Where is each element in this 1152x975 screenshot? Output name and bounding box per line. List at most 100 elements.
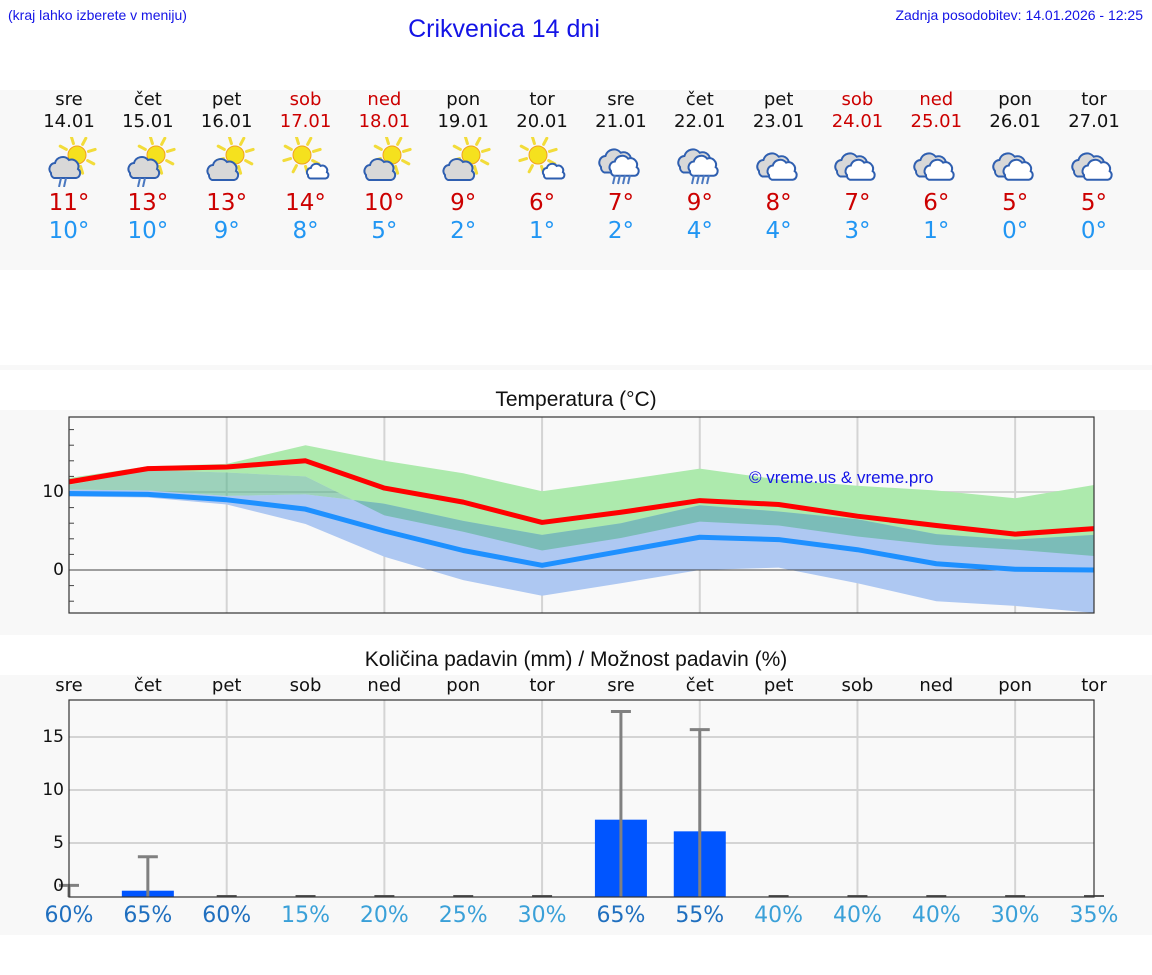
day-name: sob — [289, 89, 322, 110]
forecast-day: pon 19.01 9° 2° — [423, 89, 503, 245]
precip-probability: 65% — [596, 903, 646, 928]
day-date: 18.01 — [358, 111, 411, 132]
forecast-day: pet 16.01 13° 9° — [187, 89, 267, 245]
day-date: 21.01 — [595, 111, 647, 132]
max-temp: 7° — [844, 190, 871, 216]
day-name: tor — [529, 89, 555, 110]
forecast-day: sob 17.01 14° 8° — [266, 89, 346, 245]
min-temp: 4° — [765, 218, 792, 244]
watermark: © vreme.us & vreme.pro — [749, 468, 934, 487]
max-temp: 13° — [206, 190, 248, 216]
cloudy-icon — [755, 152, 798, 181]
precip-day-label: čet — [685, 675, 714, 696]
max-temp: 14° — [285, 190, 326, 216]
min-temp: 3° — [844, 218, 871, 244]
partly-cloudy-icon — [442, 137, 491, 181]
max-temp: 8° — [765, 190, 792, 216]
precip-probability: 40% — [754, 903, 804, 928]
day-date: 17.01 — [279, 111, 332, 132]
cloudy-rain-icon — [677, 148, 719, 185]
precip-probability: 15% — [281, 903, 330, 928]
precip-probability: 40% — [911, 903, 961, 928]
last-updated: Zadnja posodobitev: 14.01.2026 - 12:25 — [895, 7, 1143, 23]
day-date: 22.01 — [674, 111, 726, 132]
page-title: Crikvenica 14 dni — [408, 15, 600, 43]
min-temp: 0° — [1002, 218, 1029, 244]
precip-day-label: tor — [529, 675, 555, 696]
day-date: 24.01 — [831, 111, 884, 132]
mostly-sunny-icon — [281, 137, 329, 180]
min-temp: 10° — [127, 218, 169, 244]
day-date: 27.01 — [1068, 111, 1120, 132]
precip-ytick-5: 5 — [53, 833, 64, 853]
day-date: 16.01 — [200, 111, 253, 132]
forecast-strip — [0, 90, 1152, 270]
partly-cloudy-icon — [363, 137, 413, 181]
min-temp: 9° — [213, 218, 240, 244]
temp-ytick-0: 0 — [53, 560, 64, 580]
day-date: 19.01 — [437, 111, 489, 132]
min-temp: 2° — [450, 218, 477, 244]
day-name: tor — [1081, 89, 1107, 110]
forecast-day: sre 21.01 7° 2° — [581, 89, 661, 245]
max-temp: 11° — [48, 190, 90, 216]
precip-ytick-15: 15 — [42, 727, 64, 747]
day-name: čet — [685, 89, 714, 110]
temp-ytick-10: 10 — [42, 482, 64, 502]
precip-day-label: ned — [367, 675, 402, 696]
day-date: 14.01 — [43, 111, 95, 132]
precip-day-label: čet — [133, 675, 162, 696]
precip-day-label: sob — [289, 675, 322, 696]
precip-probability: 60% — [202, 903, 252, 928]
mostly-sunny-icon — [518, 137, 566, 180]
max-temp: 13° — [127, 190, 169, 216]
min-temp: 4° — [686, 218, 713, 244]
precip-day-label: pet — [211, 675, 242, 696]
max-temp: 5° — [1080, 190, 1108, 216]
cloudy-rain-icon — [598, 148, 640, 185]
location-hint: (kraj lahko izberete v meniju) — [8, 7, 187, 23]
precip-day-label: pet — [763, 675, 794, 696]
min-temp: 2° — [607, 218, 634, 244]
forecast-day: čet 22.01 9° 4° — [660, 89, 740, 245]
max-temp: 10° — [363, 190, 405, 216]
day-name: pon — [998, 89, 1033, 110]
temperature-chart-title: Temperatura (°C) — [495, 388, 657, 411]
precip-day-label: sob — [841, 675, 874, 696]
day-name: ned — [367, 89, 402, 110]
day-name: sob — [841, 89, 874, 110]
day-date: 23.01 — [752, 111, 805, 132]
day-date: 26.01 — [989, 111, 1041, 132]
day-date: 15.01 — [122, 111, 174, 132]
max-temp: 6° — [528, 190, 556, 216]
cloudy-icon — [1071, 152, 1113, 181]
precip-ytick-10: 10 — [42, 780, 64, 800]
day-name: pet — [211, 89, 242, 110]
day-name: pon — [446, 89, 481, 110]
min-temp: 5° — [371, 218, 398, 244]
precip-probability: 30% — [990, 903, 1040, 928]
min-temp: 1° — [923, 218, 950, 244]
precip-chart-title: Količina padavin (mm) / Možnost padavin … — [364, 648, 788, 671]
forecast-day: ned 18.01 10° 5° — [344, 89, 424, 245]
day-date: 20.01 — [516, 111, 568, 132]
min-temp: 10° — [48, 218, 90, 244]
min-temp: 0° — [1080, 218, 1108, 244]
max-temp: 6° — [923, 190, 950, 216]
forecast-day: tor 20.01 6° 1° — [502, 89, 582, 245]
day-date: 25.01 — [910, 111, 963, 132]
precip-day-label: sre — [607, 675, 635, 696]
precip-probability: 30% — [517, 903, 567, 928]
min-temp: 8° — [292, 218, 319, 244]
partly-cloudy-icon — [206, 137, 255, 181]
precip-probability: 40% — [833, 903, 882, 928]
day-name: pet — [763, 89, 794, 110]
precip-probability: 65% — [123, 903, 173, 928]
forecast-day: pon 26.01 5° 0° — [975, 89, 1055, 245]
forecast-day: ned 25.01 6° 1° — [896, 89, 976, 245]
precip-probability: 55% — [675, 903, 725, 928]
day-name: sre — [55, 89, 83, 110]
separator — [0, 365, 1152, 370]
sun-cloud-light-rain-icon — [127, 137, 176, 187]
